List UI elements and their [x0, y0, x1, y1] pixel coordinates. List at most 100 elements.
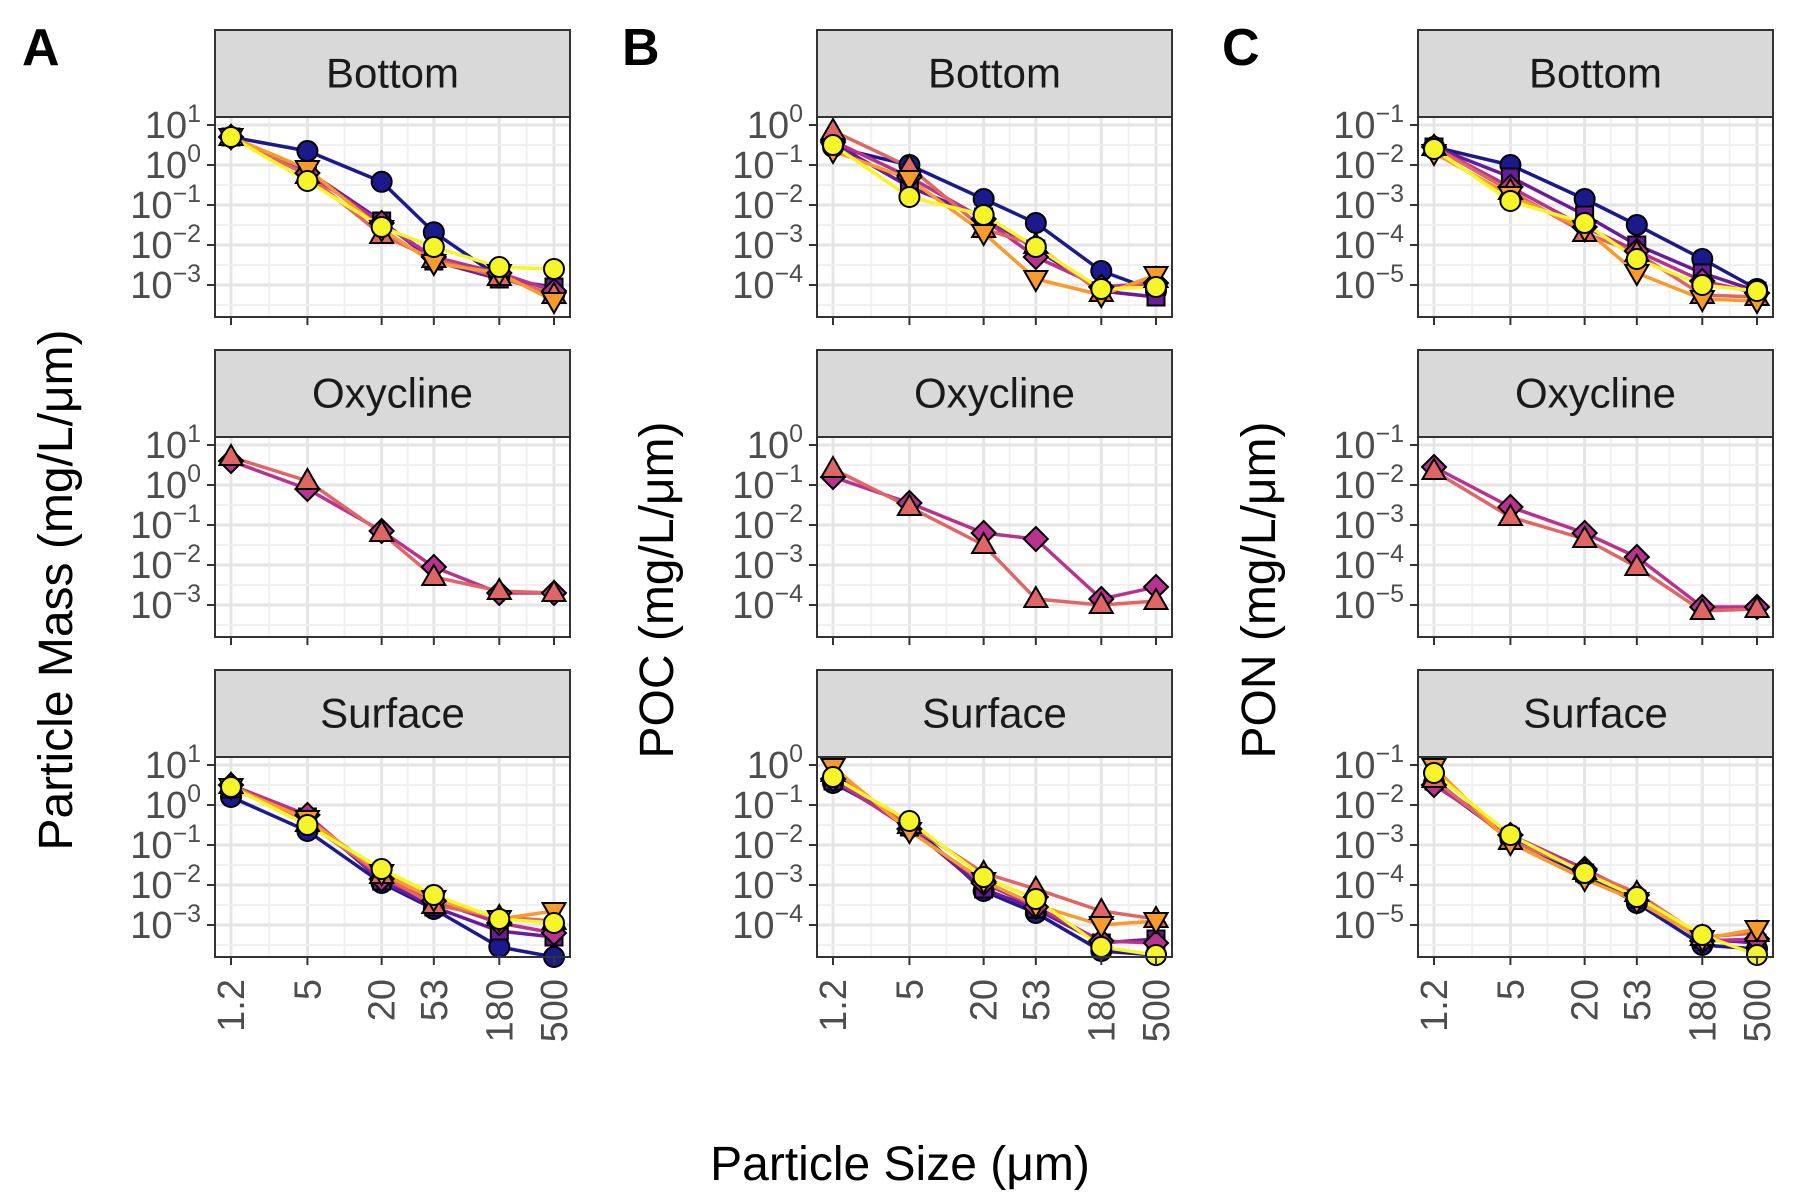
y-tick-exponent: 1	[187, 100, 201, 128]
data-point	[1142, 912, 1170, 936]
facet-strip-label: Surface	[1523, 690, 1668, 737]
plot-border	[816, 436, 1173, 638]
facet-strip	[816, 29, 1173, 118]
y-tick-label: 10−4	[732, 580, 803, 627]
facet-strip-label: Surface	[320, 690, 465, 737]
x-tick-label: 5	[1490, 979, 1532, 1000]
series-line	[832, 771, 1157, 921]
data-point	[296, 814, 319, 836]
y-tick-base: 10	[1333, 505, 1375, 547]
data-point	[370, 170, 393, 193]
data-point	[1743, 920, 1771, 944]
x-tick-label: 20	[1565, 979, 1607, 1021]
x-tick-label: 1.2	[211, 979, 253, 1032]
y-tick-exponent: −5	[1375, 900, 1404, 928]
y-tick-exponent: −4	[1375, 860, 1404, 888]
y-tick-exponent: 0	[789, 740, 803, 768]
panel-letter: A	[22, 19, 60, 77]
y-tick-exponent: −2	[172, 540, 201, 568]
y-tick-label: 100	[747, 740, 803, 787]
x-tick-label: 180	[479, 979, 521, 1042]
y-tick-exponent: −2	[172, 220, 201, 248]
y-tick-label: 10−2	[732, 500, 803, 547]
facet-strip-label: Oxycline	[914, 370, 1075, 417]
y-tick-label: 10−1	[130, 820, 201, 867]
series-markers-series-4	[819, 454, 1170, 614]
data-point	[1499, 190, 1522, 212]
y-tick-label: 10−3	[732, 860, 803, 907]
data-point	[296, 170, 319, 192]
y-tick-label: 10−5	[1333, 900, 1404, 947]
y-tick-exponent: 0	[187, 140, 201, 168]
x-tick-label: 500	[1737, 979, 1779, 1042]
x-tick-label: 180	[1081, 979, 1123, 1042]
x-tick-label: 53	[414, 979, 456, 1021]
data-point	[543, 912, 565, 934]
facet-strip	[214, 669, 571, 758]
y-tick-base: 10	[145, 105, 187, 147]
plot-border	[816, 116, 1173, 318]
data-point	[1088, 916, 1115, 940]
x-tick-label: 500	[534, 979, 576, 1042]
data-point	[296, 140, 319, 162]
data-point	[1022, 525, 1050, 553]
data-point	[420, 562, 448, 586]
data-point	[540, 292, 568, 316]
y-tick-label: 100	[747, 100, 803, 147]
y-tick-exponent: −3	[172, 260, 201, 288]
y-tick-exponent: −4	[774, 260, 803, 288]
y-tick-exponent: −2	[172, 860, 201, 888]
y-tick-exponent: 0	[187, 460, 201, 488]
data-point	[1573, 212, 1596, 234]
data-point	[1746, 280, 1768, 302]
y-tick-label: 10−2	[130, 860, 201, 907]
y-tick-base: 10	[1333, 225, 1375, 267]
data-point	[1423, 138, 1445, 160]
y-tick-label: 100	[145, 780, 201, 827]
y-tick-exponent: −1	[1375, 420, 1404, 448]
y-tick-exponent: −3	[774, 540, 803, 568]
facet-strip-label: Bottom	[928, 50, 1061, 97]
y-tick-label: 10−4	[1333, 220, 1404, 267]
y-tick-base: 10	[1333, 425, 1375, 467]
y-tick-label: 100	[145, 140, 201, 187]
data-point	[1145, 276, 1167, 298]
data-point	[1625, 214, 1648, 236]
x-tick-label: 500	[1136, 979, 1178, 1042]
y-tick-label: 10−2	[1333, 460, 1404, 507]
y-tick-label: 10−3	[1333, 180, 1404, 227]
y-tick-base: 10	[130, 505, 172, 547]
facet-strip-label: Bottom	[326, 50, 459, 97]
y-tick-exponent: −1	[172, 180, 201, 208]
y-tick-exponent: 1	[187, 740, 201, 768]
plot-border	[214, 756, 571, 958]
y-tick-label: 10−3	[130, 260, 201, 307]
series-series-4	[832, 771, 1157, 921]
y-tick-exponent: −3	[172, 580, 201, 608]
data-point	[488, 908, 511, 930]
series-markers-series-6	[822, 134, 1167, 300]
y-tick-base: 10	[732, 785, 774, 827]
y-tick-exponent: −3	[172, 900, 201, 928]
data-point	[540, 578, 568, 602]
plot-border	[214, 116, 571, 318]
y-tick-base: 10	[1333, 785, 1375, 827]
data-point	[1024, 236, 1047, 258]
data-point	[1420, 456, 1448, 480]
data-point	[1623, 552, 1651, 576]
y-tick-base: 10	[747, 425, 789, 467]
data-point	[819, 454, 847, 478]
y-tick-base: 10	[130, 865, 172, 907]
panel-letter: B	[622, 19, 660, 77]
y-tick-base: 10	[732, 545, 774, 587]
data-point	[543, 258, 565, 280]
data-point	[1625, 886, 1648, 908]
y-tick-label: 10−2	[732, 820, 803, 867]
y-tick-exponent: −2	[1375, 780, 1404, 808]
data-point	[1142, 586, 1170, 610]
